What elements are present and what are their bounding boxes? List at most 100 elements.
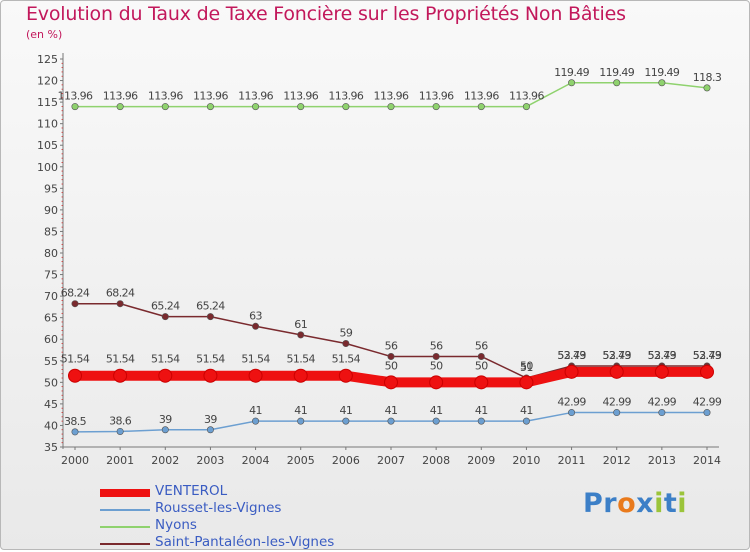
x-tick-label: 2010 <box>512 454 540 467</box>
data-label: 41 <box>385 404 398 417</box>
data-label: 42.99 <box>693 396 722 409</box>
data-point <box>116 300 124 308</box>
y-tick-label: 80 <box>44 247 58 260</box>
y-tick-label: 115 <box>37 96 58 109</box>
legend-label: Rousset-les-Vignes <box>155 500 282 516</box>
data-label: 52.43 <box>602 349 631 362</box>
data-point <box>206 103 214 111</box>
data-label: 39 <box>204 413 217 426</box>
data-label: 50 <box>385 359 398 372</box>
x-tick-label: 2007 <box>377 454 405 467</box>
data-point <box>116 427 124 435</box>
x-tick-label: 2002 <box>151 454 179 467</box>
data-label: 51 <box>520 361 533 374</box>
data-label: 50 <box>475 359 488 372</box>
data-point <box>658 79 666 87</box>
data-label: 63 <box>249 309 262 322</box>
y-tick-label: 45 <box>44 398 58 411</box>
data-point <box>387 103 395 111</box>
data-point <box>297 331 305 339</box>
data-label: 50 <box>430 359 443 372</box>
y-tick-label: 120 <box>37 75 58 88</box>
data-point <box>519 375 534 390</box>
data-label: 56 <box>430 339 443 352</box>
data-point <box>654 364 669 379</box>
data-label: 51.54 <box>106 353 135 366</box>
y-tick-label: 35 <box>44 441 58 454</box>
data-label: 113.96 <box>238 90 273 103</box>
y-tick-label: 100 <box>37 161 58 174</box>
data-point <box>342 103 350 111</box>
data-point <box>432 352 440 360</box>
data-label: 51.54 <box>332 353 361 366</box>
data-point <box>161 103 169 111</box>
data-point <box>658 409 666 417</box>
data-label: 41 <box>249 404 262 417</box>
x-tick-label: 2003 <box>196 454 224 467</box>
data-point <box>568 79 576 87</box>
data-label: 42.99 <box>602 396 631 409</box>
data-point <box>429 375 444 390</box>
legend-label: Saint-Pantaléon-les-Vignes <box>155 534 335 550</box>
data-point <box>342 340 350 348</box>
y-tick-label: 60 <box>44 333 58 346</box>
data-point <box>384 375 398 390</box>
data-label: 53.79 <box>602 349 631 362</box>
data-label: 119.49 <box>644 66 679 79</box>
legend-swatch <box>100 543 150 545</box>
data-point <box>613 79 621 87</box>
x-tick-label: 2011 <box>558 454 586 467</box>
data-point <box>293 368 308 383</box>
y-tick-label: 50 <box>44 376 58 389</box>
data-label: 38.6 <box>109 414 132 427</box>
data-point <box>703 409 711 417</box>
data-label: 51.54 <box>196 353 225 366</box>
data-label: 41 <box>430 404 443 417</box>
data-label: 41 <box>520 404 533 417</box>
data-point <box>477 103 485 111</box>
data-point <box>116 103 124 111</box>
data-label: 41 <box>294 404 307 417</box>
x-tick-label: 2014 <box>693 454 721 467</box>
y-tick-label: 70 <box>44 290 58 303</box>
legend-swatch <box>100 489 150 497</box>
data-point <box>113 368 128 383</box>
data-point <box>68 368 82 383</box>
data-label: 51.54 <box>241 353 270 366</box>
data-point <box>432 417 440 425</box>
data-label: 113.96 <box>283 90 318 103</box>
y-tick-label: 90 <box>44 204 58 217</box>
data-label: 53.79 <box>648 349 677 362</box>
data-label: 113.96 <box>374 90 409 103</box>
y-tick-label: 65 <box>44 312 58 325</box>
data-label: 42.99 <box>557 396 586 409</box>
x-tick-label: 2012 <box>603 454 631 467</box>
proxiti-logo: Proxiti <box>583 488 688 519</box>
y-tick-label: 125 <box>37 53 58 66</box>
data-point <box>522 103 530 111</box>
unit-label: (en %) <box>26 28 63 41</box>
data-point <box>161 426 169 434</box>
data-point <box>206 426 214 434</box>
data-label: 113.96 <box>148 90 183 103</box>
data-point <box>252 322 260 330</box>
x-tick-label: 2000 <box>61 454 89 467</box>
data-point <box>432 103 440 111</box>
data-label: 51.54 <box>151 353 180 366</box>
x-tick-label: 2009 <box>467 454 495 467</box>
legend-swatch <box>100 509 150 511</box>
data-label: 113.96 <box>328 90 363 103</box>
data-point <box>477 352 485 360</box>
data-point <box>297 417 305 425</box>
data-point <box>342 417 350 425</box>
data-label: 119.49 <box>554 66 589 79</box>
y-tick-label: 95 <box>44 182 58 195</box>
x-tick-label: 2013 <box>648 454 676 467</box>
data-point <box>522 417 530 425</box>
data-point <box>203 368 218 383</box>
y-tick-label: 110 <box>37 118 58 131</box>
x-tick-label: 2004 <box>242 454 270 467</box>
data-point <box>248 368 263 383</box>
data-point <box>71 103 79 111</box>
